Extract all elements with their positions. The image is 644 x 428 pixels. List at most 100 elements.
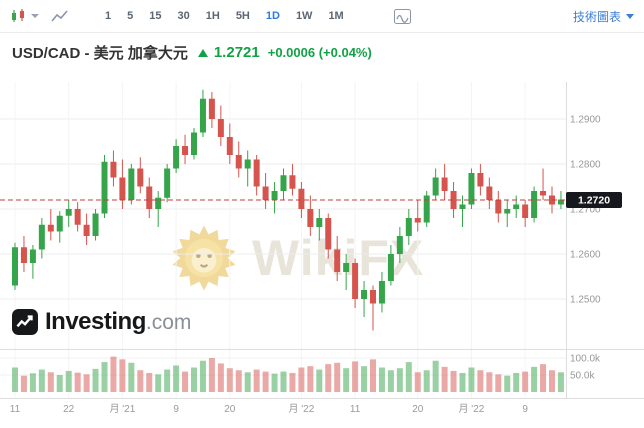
- candle[interactable]: [155, 191, 162, 227]
- line-chart-button[interactable]: [51, 9, 69, 23]
- timeframe-1[interactable]: 1: [105, 10, 112, 22]
- volume-bar: [549, 370, 555, 392]
- price-axis-label: 1.2500: [570, 295, 601, 306]
- candle[interactable]: [65, 200, 72, 227]
- candle[interactable]: [38, 218, 45, 259]
- candle[interactable]: [92, 209, 99, 241]
- volume-bar: [450, 370, 457, 392]
- price-volume-chart[interactable]: 1.2900 1.2800 1.2700 1.2600 1.2500 11 22 月 '21 9…: [0, 72, 644, 428]
- candle[interactable]: [459, 195, 466, 228]
- candle[interactable]: [387, 245, 394, 286]
- timeframe-1w[interactable]: 1W: [295, 10, 313, 22]
- candle[interactable]: [47, 209, 54, 241]
- volume-bar: [253, 369, 260, 392]
- time-axis-label: 月 '21: [109, 403, 135, 415]
- candle[interactable]: [316, 209, 323, 241]
- investing-logo-icon: [12, 309, 38, 335]
- indicators-button[interactable]: [393, 8, 411, 24]
- time-axis-label: 11: [10, 404, 21, 415]
- candle[interactable]: [146, 177, 153, 219]
- candle[interactable]: [164, 164, 171, 203]
- candle[interactable]: [119, 159, 126, 210]
- candle[interactable]: [29, 245, 36, 279]
- volume-bar: [262, 371, 269, 392]
- up-arrow-icon: [197, 48, 208, 57]
- timeframe-5[interactable]: 5: [127, 10, 134, 22]
- volume-bar: [191, 367, 197, 392]
- candle[interactable]: [226, 123, 233, 165]
- candle[interactable]: [173, 139, 180, 173]
- candle[interactable]: [271, 182, 278, 214]
- candle[interactable]: [414, 200, 421, 232]
- candle[interactable]: [244, 150, 251, 187]
- candle[interactable]: [280, 168, 287, 201]
- candle[interactable]: [450, 182, 457, 218]
- candle[interactable]: [334, 236, 341, 281]
- candle[interactable]: [513, 195, 520, 219]
- chart-area[interactable]: WikiFX 1.29001.28001.27001.26001.2500112…: [0, 72, 644, 428]
- candle[interactable]: [20, 236, 27, 272]
- timeframe-15[interactable]: 15: [149, 10, 162, 22]
- candle[interactable]: [540, 168, 547, 201]
- candle[interactable]: [208, 92, 215, 128]
- candle[interactable]: [370, 285, 376, 331]
- candle[interactable]: [262, 173, 269, 209]
- line-chart-icon: [51, 9, 69, 23]
- candle[interactable]: [325, 213, 332, 259]
- candle[interactable]: [191, 128, 197, 160]
- timeframe-1d[interactable]: 1D: [265, 10, 280, 22]
- candle[interactable]: [83, 213, 90, 246]
- volume-bar: [208, 358, 215, 392]
- candle[interactable]: [12, 242, 18, 290]
- candle[interactable]: [343, 254, 350, 290]
- volume-bar: [361, 366, 368, 392]
- candle[interactable]: [522, 200, 529, 227]
- price-axis-label: 1.2800: [570, 160, 601, 171]
- timeframe-1m[interactable]: 1M: [328, 10, 344, 22]
- pair-title: USD/CAD - 美元 加拿大元: [12, 45, 188, 62]
- candle[interactable]: [74, 202, 81, 232]
- candle[interactable]: [182, 134, 189, 164]
- candle[interactable]: [378, 272, 385, 313]
- timeframe-1h[interactable]: 1H: [205, 10, 220, 22]
- timeframe-5h[interactable]: 5H: [235, 10, 250, 22]
- candle[interactable]: [468, 168, 475, 210]
- volume-axis-label: 100.0k: [570, 354, 601, 365]
- candle[interactable]: [253, 155, 260, 196]
- candle[interactable]: [101, 155, 108, 218]
- candle[interactable]: [217, 105, 224, 147]
- timeframe-30[interactable]: 30: [177, 10, 190, 22]
- candle[interactable]: [477, 164, 484, 196]
- volume-bar: [316, 369, 323, 392]
- candle[interactable]: [128, 164, 135, 205]
- chart-type-button[interactable]: [10, 9, 39, 23]
- candle[interactable]: [423, 191, 430, 227]
- candle[interactable]: [298, 182, 305, 218]
- volume-bar: [128, 362, 135, 392]
- candle[interactable]: [235, 141, 242, 178]
- candle[interactable]: [486, 177, 493, 210]
- candle[interactable]: [137, 157, 144, 194]
- candle[interactable]: [289, 164, 296, 196]
- volume-bar: [101, 362, 108, 392]
- candle[interactable]: [432, 168, 439, 201]
- volume-bar: [468, 367, 475, 392]
- price-change: +0.0006 (+0.04%): [267, 45, 372, 60]
- candle[interactable]: [531, 186, 538, 223]
- volume-bar: [65, 370, 72, 392]
- candle[interactable]: [504, 200, 511, 227]
- candle[interactable]: [199, 89, 206, 137]
- candle[interactable]: [405, 209, 412, 245]
- candle[interactable]: [56, 211, 63, 243]
- time-axis-label: 9: [522, 404, 528, 415]
- volume-bar: [83, 374, 90, 392]
- candle[interactable]: [396, 227, 403, 263]
- tech-chart-menu[interactable]: 技術圖表: [573, 8, 634, 25]
- candle[interactable]: [110, 150, 117, 187]
- candle[interactable]: [441, 164, 448, 200]
- volume-bar: [74, 372, 81, 392]
- candle[interactable]: [307, 195, 314, 237]
- candle[interactable]: [495, 191, 502, 223]
- candle[interactable]: [361, 281, 368, 317]
- candle[interactable]: [352, 258, 359, 309]
